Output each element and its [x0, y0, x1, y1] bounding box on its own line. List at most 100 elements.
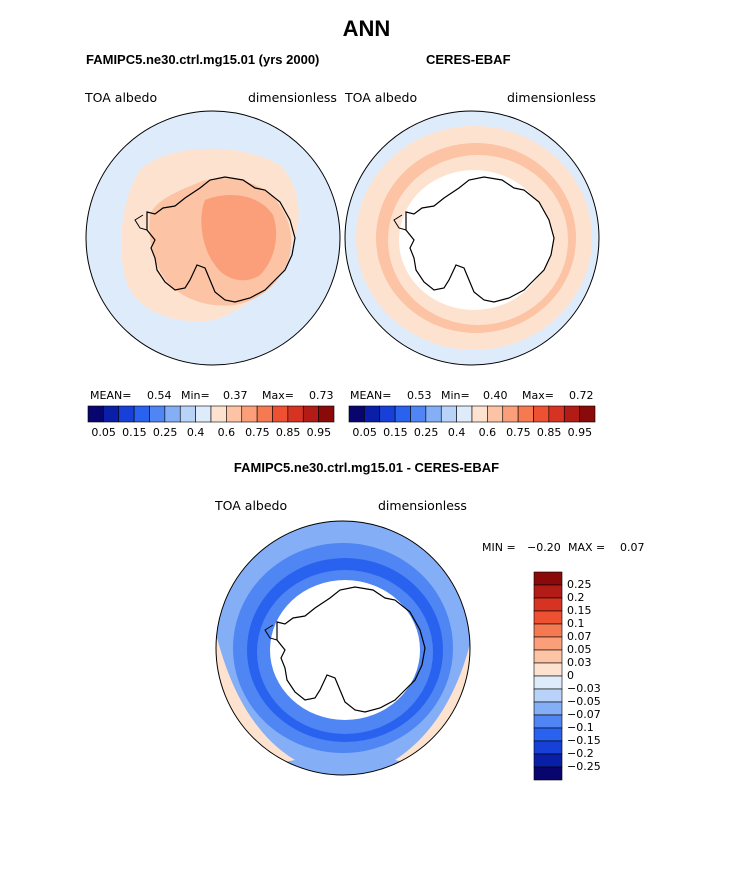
panel2-min: 0.40: [483, 389, 508, 402]
colorbar-tick-label: 0.95: [567, 426, 593, 439]
panel1-min-label: Min=: [181, 389, 210, 402]
colorbar-tick-label: 0.6: [478, 426, 497, 439]
colorbar-swatch: [410, 405, 427, 423]
colorbar-swatch: [533, 766, 563, 781]
colorbar-tick-label: 0.85: [536, 426, 562, 439]
map1-east-antarctica-fill: [201, 195, 277, 281]
colorbar-tick-label: 0.05: [91, 426, 116, 439]
colorbar-tick-label: −0.03: [567, 682, 601, 695]
colorbar-diff: [533, 571, 563, 781]
map2-coastline: [405, 176, 555, 303]
colorbar-swatch: [548, 405, 565, 423]
colorbar-swatch: [533, 584, 563, 599]
colorbar-tick-label: −0.07: [567, 708, 601, 721]
diff-peninsula: [264, 624, 278, 641]
panel2-min-label: Min=: [441, 389, 470, 402]
diff-units: dimensionless: [378, 498, 467, 513]
map1-coastline: [146, 176, 296, 303]
colorbar-swatch: [379, 405, 396, 423]
panel2-variable: TOA albedo: [345, 90, 418, 105]
map2-peninsula: [393, 214, 407, 231]
colorbar-swatch: [456, 405, 473, 423]
colorbar-tick-label: −0.25: [567, 760, 601, 773]
colorbar-swatch: [348, 405, 365, 423]
colorbar-tick-label: −0.15: [567, 734, 601, 747]
colorbar-tick-label: 0.05: [352, 426, 377, 439]
colorbar-tick-label: 0.25: [152, 426, 178, 439]
colorbar-swatch: [287, 405, 304, 423]
colorbar-swatch: [502, 405, 519, 423]
colorbar-swatch: [364, 405, 381, 423]
colorbar-tick-label: 0.2: [567, 591, 585, 604]
colorbar-swatch: [425, 405, 442, 423]
ceres-albedo-map: [344, 110, 600, 366]
colorbar-swatch: [87, 405, 104, 423]
colorbar-tick-label: 0.4: [447, 426, 466, 439]
colorbar-swatch: [302, 405, 319, 423]
colorbar-swatch: [394, 405, 411, 423]
colorbar-tick-label: 0.25: [413, 426, 439, 439]
colorbar-tick-label: 0.4: [186, 426, 205, 439]
colorbar-tick-label: 0.07: [567, 630, 592, 643]
panel1-case-title: FAMIPC5.ne30.ctrl.mg15.01 (yrs 2000): [86, 52, 320, 67]
panel2-max-label: Max=: [522, 389, 554, 402]
colorbar-tick-label: 0.85: [275, 426, 301, 439]
colorbar-swatch: [487, 405, 504, 423]
diff-coastline: [276, 586, 426, 713]
colorbar-swatch: [533, 740, 563, 755]
colorbar-tick-label: 0.75: [506, 426, 531, 439]
colorbar-swatch: [517, 405, 534, 423]
colorbar-swatch: [533, 623, 563, 638]
colorbar-swatch: [533, 610, 563, 625]
panel1-variable: TOA albedo: [85, 90, 158, 105]
colorbar-swatch: [533, 636, 563, 651]
colorbar-tick-label: 0.15: [122, 426, 147, 439]
colorbar-tick-label: −0.2: [567, 747, 594, 760]
colorbar-tick-label: 0.75: [245, 426, 270, 439]
panel2-units: dimensionless: [507, 90, 596, 105]
colorbar-swatch: [563, 405, 580, 423]
diff-variable: TOA albedo: [215, 498, 288, 513]
colorbar-tick-label: 0.15: [567, 604, 592, 617]
panel1-mean: 0.54: [147, 389, 172, 402]
map2-border: [344, 110, 600, 366]
panel1-max-label: Max=: [262, 389, 294, 402]
map1-border: [85, 110, 341, 366]
diff-min-label: MIN =: [482, 541, 516, 554]
colorbar-swatch: [226, 405, 243, 423]
colorbar-swatch: [533, 405, 550, 423]
colorbar-swatch: [241, 405, 258, 423]
diff-border: [215, 520, 471, 776]
colorbar-tick-label: −0.05: [567, 695, 601, 708]
colorbar-swatch: [579, 405, 596, 423]
colorbar-swatch: [179, 405, 196, 423]
diff-max: 0.07: [620, 541, 645, 554]
panel2-case-title: CERES-EBAF: [426, 52, 511, 67]
panel1-mean-label: MEAN=: [90, 389, 132, 402]
colorbar-tick-label: −0.1: [567, 721, 594, 734]
colorbar-swatch: [318, 405, 335, 423]
colorbar-swatch: [533, 753, 563, 768]
colorbar-swatch: [440, 405, 457, 423]
colorbar-tick-label: 0.15: [383, 426, 408, 439]
colorbar-swatch: [471, 405, 488, 423]
panel1-max: 0.73: [309, 389, 334, 402]
panel2-max: 0.72: [569, 389, 594, 402]
map1-peninsula: [134, 214, 148, 231]
colorbar-swatch: [149, 405, 166, 423]
panel1-min: 0.37: [223, 389, 248, 402]
colorbar-tick-label: 0.95: [306, 426, 332, 439]
colorbar-swatch: [210, 405, 227, 423]
difference-albedo-map: [215, 520, 471, 776]
colorbar-model: [87, 405, 335, 423]
colorbar-swatch: [533, 597, 563, 612]
colorbar-swatch: [118, 405, 135, 423]
colorbar-swatch: [133, 405, 150, 423]
diff-sea-ice: [270, 580, 420, 720]
colorbar-swatch: [533, 701, 563, 716]
map2-sea-ice: [399, 170, 549, 310]
colorbar-swatch: [256, 405, 273, 423]
colorbar-swatch: [533, 571, 563, 586]
diff-max-label: MAX =: [568, 541, 606, 554]
model-albedo-map: [85, 110, 341, 366]
